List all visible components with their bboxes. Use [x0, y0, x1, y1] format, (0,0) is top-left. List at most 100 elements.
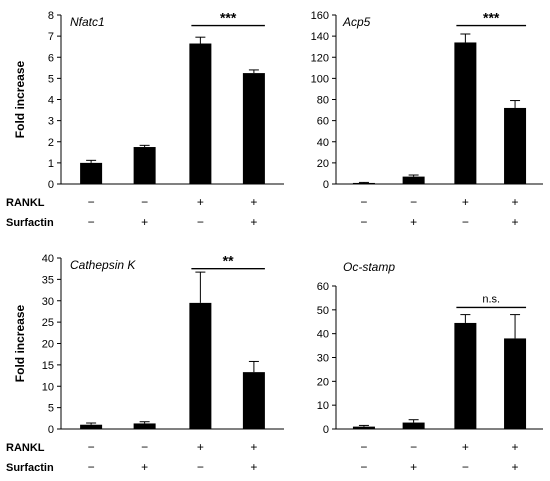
y-tick-label: 6	[48, 52, 54, 64]
y-tick-label: 5	[48, 73, 54, 85]
y-tick-label: 40	[317, 329, 329, 341]
y-tick-label: 0	[48, 179, 54, 191]
y-tick-label: 30	[317, 353, 329, 365]
surfactin-sign: +	[410, 460, 417, 474]
y-tick-label: 140	[311, 31, 329, 43]
surfactin-sign: −	[360, 460, 367, 474]
y-tick-label: 0	[323, 424, 329, 436]
y-tick-label: 10	[317, 400, 329, 412]
bar	[504, 107, 527, 184]
surfactin-sign: +	[512, 460, 519, 474]
rankl-sign: +	[250, 195, 257, 209]
surfactin-sign: −	[197, 215, 204, 229]
y-tick-label: 10	[42, 381, 54, 393]
bar	[133, 423, 156, 429]
y-tick-label: 20	[317, 376, 329, 388]
y-tick-label: 80	[317, 95, 329, 107]
surfactin-sign: +	[141, 460, 148, 474]
y-tick-label: 1	[48, 158, 54, 170]
y-tick-label: 100	[311, 73, 329, 85]
rankl-sign: +	[512, 440, 519, 454]
chart-title: Acp5	[342, 15, 371, 29]
rankl-sign: −	[360, 440, 367, 454]
row-label-rankl: RANKL	[6, 442, 45, 454]
rankl-sign: −	[88, 440, 95, 454]
bar	[402, 176, 425, 184]
y-tick-label: 160	[311, 10, 329, 22]
rankl-sign: −	[410, 195, 417, 209]
chart-panel-1: Nfatc1 Fold increase 0 1 2 3 4 5 6 7 8 *** − − − + + − + + R…	[6, 10, 284, 229]
y-tick-label: 40	[317, 137, 329, 149]
y-tick-label: 0	[323, 179, 329, 191]
significance-label: ***	[220, 10, 237, 26]
y-axis-label: Fold increase	[13, 61, 27, 139]
y-tick-label: 2	[48, 137, 54, 149]
bar	[242, 73, 265, 184]
rankl-sign: +	[250, 440, 257, 454]
rankl-sign: +	[197, 195, 204, 209]
row-label-surfactin: Surfactin	[6, 462, 54, 474]
rankl-sign: +	[197, 440, 204, 454]
bar	[504, 338, 527, 429]
bar	[352, 182, 375, 184]
surfactin-sign: +	[250, 215, 257, 229]
y-tick-label: 25	[42, 317, 54, 329]
y-tick-label: 8	[48, 10, 54, 22]
y-tick-label: 3	[48, 116, 54, 128]
row-label-rankl: RANKL	[6, 197, 45, 209]
y-tick-label: 0	[48, 424, 54, 436]
surfactin-sign: −	[462, 215, 469, 229]
y-tick-label: 7	[48, 31, 54, 43]
surfactin-sign: +	[141, 215, 148, 229]
rankl-sign: +	[462, 440, 469, 454]
bar	[352, 426, 375, 429]
y-tick-label: 5	[48, 403, 54, 415]
y-tick-label: 40	[42, 253, 54, 265]
surfactin-sign: −	[88, 215, 95, 229]
chart-title: Cathepsin K	[70, 258, 136, 272]
significance-label: ***	[483, 10, 500, 26]
bar	[80, 162, 103, 184]
rankl-sign: −	[141, 440, 148, 454]
y-tick-label: 30	[42, 296, 54, 308]
chart-panel-4: Oc-stamp 0 10 20 30 40 50 60 n.s. − − − + + − + +	[317, 260, 543, 474]
surfactin-sign: +	[410, 215, 417, 229]
surfactin-sign: −	[197, 460, 204, 474]
y-tick-label: 4	[48, 95, 54, 107]
chart-panel-3: Cathepsin K Fold increase 0 5 10 15 20 25 30 35 40…	[6, 253, 284, 474]
surfactin-sign: −	[462, 460, 469, 474]
chart-title: Nfatc1	[70, 15, 105, 29]
y-axis-label: Fold increase	[13, 305, 27, 383]
surfactin-sign: −	[360, 215, 367, 229]
y-tick-label: 20	[42, 339, 54, 351]
rankl-sign: +	[512, 195, 519, 209]
y-tick-label: 50	[317, 305, 329, 317]
y-tick-label: 60	[317, 116, 329, 128]
bar	[189, 302, 212, 429]
significance-label: n.s.	[482, 293, 500, 305]
row-label-surfactin: Surfactin	[6, 217, 54, 229]
surfactin-sign: −	[88, 460, 95, 474]
bar	[189, 43, 212, 184]
surfactin-sign: +	[250, 460, 257, 474]
bar	[80, 424, 103, 429]
y-tick-label: 20	[317, 158, 329, 170]
bar	[454, 42, 477, 185]
significance-label: **	[223, 253, 234, 269]
chart-title: Oc-stamp	[343, 260, 395, 274]
y-tick-label: 60	[317, 281, 329, 293]
bar	[454, 322, 477, 429]
bar	[402, 422, 425, 429]
rankl-sign: −	[360, 195, 367, 209]
chart-panel-2: Acp5 0 20 40 60 80 100 120 140 160 *** − − − + + − + +	[311, 10, 543, 229]
rankl-sign: −	[88, 195, 95, 209]
rankl-sign: −	[141, 195, 148, 209]
bar	[133, 147, 156, 184]
rankl-sign: −	[410, 440, 417, 454]
y-tick-label: 15	[42, 360, 54, 372]
rankl-sign: +	[462, 195, 469, 209]
y-tick-label: 120	[311, 52, 329, 64]
y-tick-label: 35	[42, 274, 54, 286]
bar	[242, 372, 265, 429]
